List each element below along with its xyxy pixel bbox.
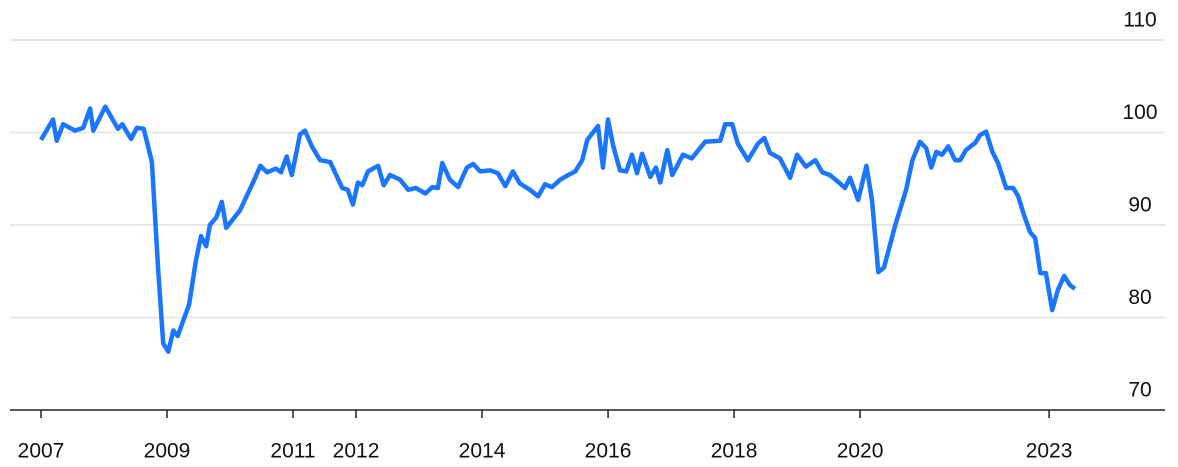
line <box>39 104 1077 354</box>
y-tick-label: 70 <box>1128 379 1151 402</box>
x-tick-label: 2014 <box>459 440 506 463</box>
x-tick-label: 2011 <box>270 440 315 463</box>
y-tick-label: 80 <box>1128 286 1151 309</box>
x-tick-label: 2023 <box>1026 440 1073 463</box>
y-tick-label: 110 <box>1123 9 1156 32</box>
y-tick-label: 90 <box>1128 194 1151 217</box>
x-tick-label: 2007 <box>18 440 65 463</box>
x-tick-label: 2020 <box>837 440 884 463</box>
x-tick-label: 2018 <box>711 440 758 463</box>
x-tick-label: 2016 <box>585 440 632 463</box>
y-tick-label: 100 <box>1122 101 1157 124</box>
x-tick-label: 2009 <box>144 440 191 463</box>
x-tick-label: 2012 <box>333 440 380 463</box>
